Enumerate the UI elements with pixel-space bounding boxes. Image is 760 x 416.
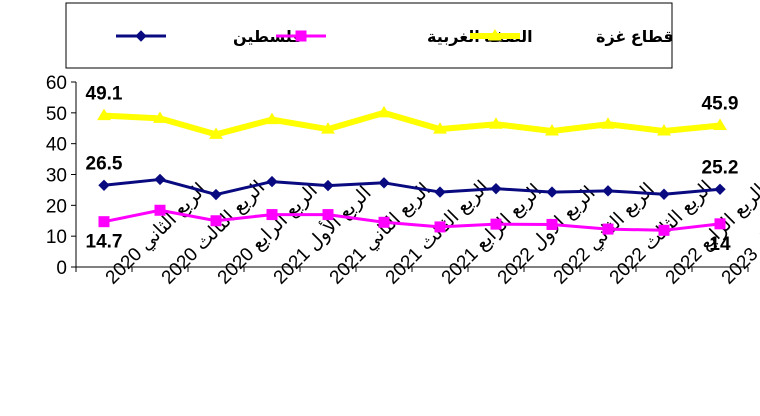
data-point-square — [658, 224, 670, 236]
data-point-diamond — [546, 186, 558, 198]
data-point-diamond — [490, 182, 502, 195]
data-point-triangle — [657, 124, 671, 136]
data-point-triangle — [601, 117, 615, 129]
series-layer — [97, 105, 727, 236]
legend-box — [65, 2, 673, 69]
data-point-triangle — [489, 117, 503, 129]
series-0 — [98, 173, 726, 201]
x-tick-label: الربع الرابع 2020 — [214, 180, 322, 288]
data-point-square — [210, 215, 222, 227]
series-line — [103, 177, 721, 197]
legend-label: قطاع غزة — [596, 29, 674, 46]
data-point-square — [322, 209, 334, 221]
data-point-diamond — [602, 185, 614, 197]
y-tick-label: 20 — [46, 196, 67, 217]
data-point-diamond — [266, 175, 278, 188]
data-point-square — [490, 218, 502, 230]
data-point-triangle — [153, 111, 167, 123]
x-tick-label: الربع الاول 2022 — [494, 183, 600, 289]
data-point-square — [295, 30, 307, 42]
series-line — [103, 208, 721, 232]
series-line — [103, 109, 721, 138]
y-tick-label: 0 — [56, 258, 67, 279]
data-labels: 49.1 45.9 26.5 25.2 14.7 14 — [86, 84, 739, 255]
data-label: 14.7 — [86, 232, 123, 253]
y-tick-label: 30 — [46, 166, 67, 187]
data-label: 14 — [709, 234, 731, 255]
y-tick-label: 10 — [46, 227, 67, 248]
data-point-triangle — [321, 122, 335, 134]
data-label: 25.2 — [702, 157, 739, 178]
data-point-diamond — [154, 173, 166, 186]
data-point-square — [266, 209, 278, 221]
data-point-square — [154, 204, 166, 216]
data-point-diamond — [658, 188, 670, 200]
data-point-diamond — [135, 30, 147, 42]
series-1 — [98, 204, 726, 236]
data-point-square — [602, 223, 614, 235]
y-tick-label: 60 — [46, 73, 67, 94]
data-label: 45.9 — [702, 93, 739, 114]
legend-label: فلسطين — [233, 29, 303, 46]
x-tick-label: الربع الثاني 2021 — [326, 179, 435, 288]
data-point-triangle — [209, 127, 223, 139]
data-point-square — [434, 221, 446, 233]
data-point-diamond — [434, 186, 446, 198]
legend-item: قطاع غزة — [470, 29, 674, 46]
data-point-square — [714, 218, 726, 230]
data-point-diamond — [98, 179, 110, 191]
y-tick-label: 50 — [46, 104, 67, 125]
data-point-triangle — [265, 112, 279, 125]
data-point-triangle — [377, 105, 391, 118]
data-point-square — [546, 218, 558, 230]
data-point-triangle — [545, 124, 559, 136]
data-label: 49.1 — [86, 84, 123, 105]
data-point-square — [378, 216, 390, 228]
y-tick-label: 40 — [46, 135, 67, 156]
data-label: 26.5 — [86, 153, 123, 174]
x-tick-label: الربع الأول 2021 — [268, 181, 375, 288]
data-point-triangle — [713, 118, 727, 130]
data-point-diamond — [210, 188, 222, 201]
data-point-triangle — [488, 29, 502, 41]
data-point-triangle — [433, 122, 447, 134]
x-tick-label: الربع الرابع 2021 — [438, 180, 546, 288]
data-point-square — [98, 216, 110, 228]
data-point-triangle — [97, 108, 111, 121]
data-point-diamond — [322, 179, 334, 192]
series-2 — [97, 105, 727, 139]
data-point-diamond — [378, 177, 390, 189]
data-point-diamond — [714, 183, 726, 196]
legend-item: فلسطين — [116, 29, 303, 46]
